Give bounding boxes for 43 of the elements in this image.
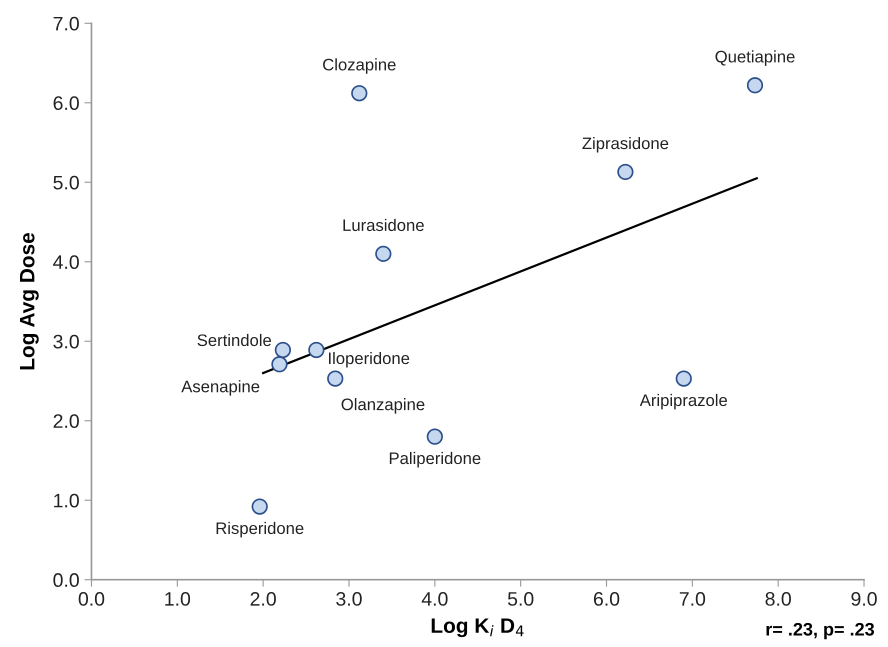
annotation: Asenapine — [181, 380, 260, 396]
y-tick-label: 2.0 — [54, 414, 79, 428]
x-tick-label: 9.0 — [851, 592, 877, 606]
point — [308, 342, 324, 358]
y-axis-title: Log Avg Dose — [20, 232, 39, 370]
x-tick-label: 7.0 — [680, 592, 706, 606]
x-tick-label: 5.0 — [508, 592, 534, 606]
x-tick-label: 2.0 — [250, 592, 276, 606]
x-tick-label: 6.0 — [594, 592, 620, 606]
y-tick-label: 0.0 — [53, 573, 79, 587]
annotation: Risperidone — [216, 522, 304, 538]
point — [271, 356, 288, 372]
annotation: Sertindole — [197, 334, 272, 346]
x-tick-label: 1.0 — [165, 592, 190, 606]
point — [252, 498, 268, 515]
point — [617, 164, 634, 180]
point — [426, 428, 443, 445]
annotation: Olanzapine — [342, 398, 424, 414]
x-tick-label: 3.0 — [336, 592, 362, 606]
x-axis-title: Log K$_{i}$ D$_{4}$ — [432, 618, 524, 638]
point — [746, 77, 764, 94]
annotation: Clozapine — [323, 58, 396, 74]
annotation: Aripiprazole — [640, 394, 728, 410]
y-tick-label: 1.0 — [54, 494, 79, 508]
annotation: Iloperidone — [329, 352, 410, 368]
y-tick-label: 3.0 — [53, 334, 79, 348]
annotation: Ziprasidone — [582, 136, 668, 152]
annotation: Quetiapine — [715, 50, 795, 66]
x-tick-label: 4.0 — [422, 592, 448, 606]
point — [375, 246, 392, 262]
text: r= .23, p= .23 — [766, 622, 874, 640]
point — [351, 85, 368, 102]
point — [327, 370, 344, 387]
x-tick-label: 8.0 — [766, 592, 791, 606]
y-tick-label: 6.0 — [54, 96, 79, 110]
annotation: Paliperidone — [390, 452, 480, 468]
point — [274, 342, 292, 358]
y-tick-label: 5.0 — [53, 176, 79, 190]
annotation: Lurasidone — [343, 218, 424, 232]
y-tick-label: 7.0 — [54, 16, 79, 31]
point — [676, 370, 692, 387]
y-tick-label: 4.0 — [53, 255, 79, 269]
x-tick-label: 0.0 — [78, 592, 104, 606]
